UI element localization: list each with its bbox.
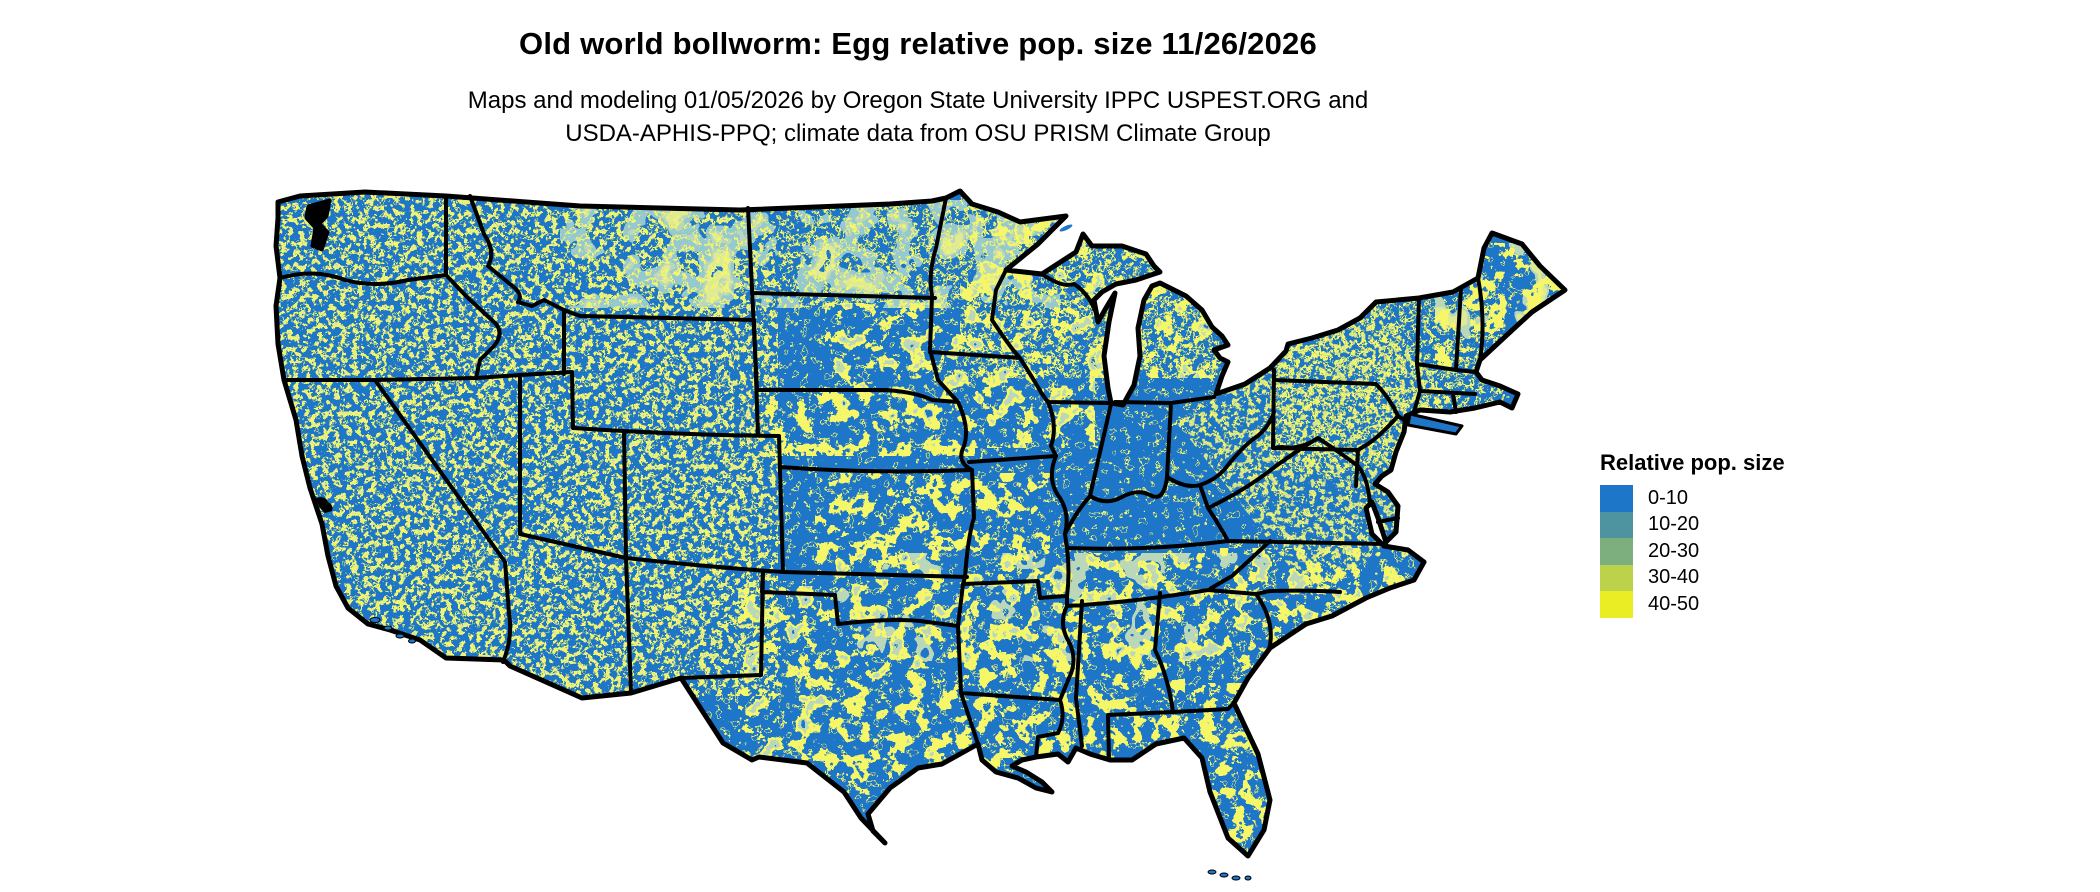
state-borders (278, 194, 1485, 761)
us-map-container (270, 188, 1570, 888)
legend-item: 30-40 (1600, 564, 1785, 591)
us-map-svg (270, 188, 1570, 881)
channel-islands (369, 617, 416, 644)
subtitle-line-2: USDA-APHIS-PPQ; climate data from OSU PR… (565, 120, 1271, 147)
legend-item: 40-50 (1600, 591, 1785, 618)
legend-label: 0-10 (1648, 486, 1689, 509)
puget-sound (304, 198, 332, 252)
legend-label: 20-30 (1648, 539, 1700, 562)
legend-swatch (1600, 485, 1633, 512)
legend-swatch (1600, 511, 1633, 538)
florida-keys (1207, 869, 1252, 881)
page-subtitle: Maps and modeling 01/05/2026 by Oregon S… (0, 84, 1836, 150)
legend-items: 0-10 10-20 20-30 30-40 40-50 (1600, 485, 1785, 618)
legend-label: 40-50 (1648, 592, 1700, 615)
legend-item: 0-10 (1600, 485, 1785, 512)
map-legend: Relative pop. size 0-10 10-20 20-30 30-40 40… (1600, 450, 1785, 618)
legend-swatch (1600, 591, 1633, 618)
legend-swatch (1600, 564, 1633, 591)
legend-item: 10-20 (1600, 511, 1785, 538)
legend-swatch (1600, 538, 1633, 565)
subtitle-line-1: Maps and modeling 01/05/2026 by Oregon S… (467, 87, 1369, 114)
legend-title: Relative pop. size (1600, 450, 1785, 475)
isle-royale (1059, 224, 1073, 232)
long-island (1406, 412, 1464, 436)
san-francisco-bay (316, 497, 333, 513)
page-title: Old world bollworm: Egg relative pop. si… (519, 26, 1317, 61)
legend-item: 20-30 (1600, 538, 1785, 565)
legend-label: 10-20 (1648, 513, 1700, 536)
legend-label: 30-40 (1648, 566, 1700, 589)
